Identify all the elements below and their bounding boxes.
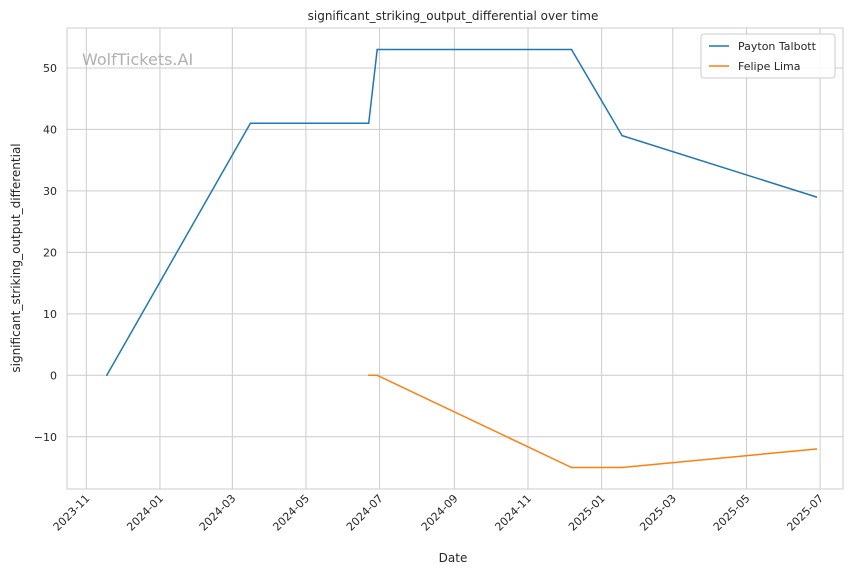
- y-tick-label: 50: [43, 62, 57, 75]
- legend: Payton Talbott Felipe Lima: [700, 33, 836, 79]
- y-axis-label: significant_striking_output_differential: [9, 143, 23, 372]
- data-point: [106, 374, 108, 377]
- legend-label: Payton Talbott: [738, 40, 817, 53]
- chart-title: significant_striking_output_differential…: [308, 9, 599, 23]
- data-point: [376, 48, 378, 51]
- data-point: [570, 48, 573, 51]
- legend-box: [700, 33, 836, 79]
- data-point: [621, 134, 623, 137]
- plot-frame: [66, 27, 844, 490]
- y-axis-ticks: −10 0 10 20 30 40 50: [34, 62, 57, 444]
- y-tick-label: 40: [43, 123, 57, 136]
- data-point: [376, 374, 378, 377]
- data-point: [621, 466, 623, 469]
- series-layer: [106, 48, 818, 469]
- legend-label: Felipe Lima: [738, 60, 801, 73]
- y-tick-label: 30: [43, 185, 57, 198]
- y-tick-label: −10: [34, 431, 57, 444]
- watermark-text: WolfTickets.AI: [82, 50, 193, 69]
- y-tick-label: 0: [50, 369, 57, 382]
- data-point: [570, 466, 573, 469]
- data-point: [367, 122, 370, 125]
- grid-layer: [67, 28, 843, 489]
- y-tick-label: 10: [43, 308, 57, 321]
- data-point: [367, 374, 370, 377]
- data-point: [815, 448, 818, 450]
- data-point: [815, 196, 818, 198]
- x-axis-label: Date: [439, 551, 468, 565]
- data-point: [249, 122, 252, 125]
- y-tick-label: 20: [43, 246, 57, 259]
